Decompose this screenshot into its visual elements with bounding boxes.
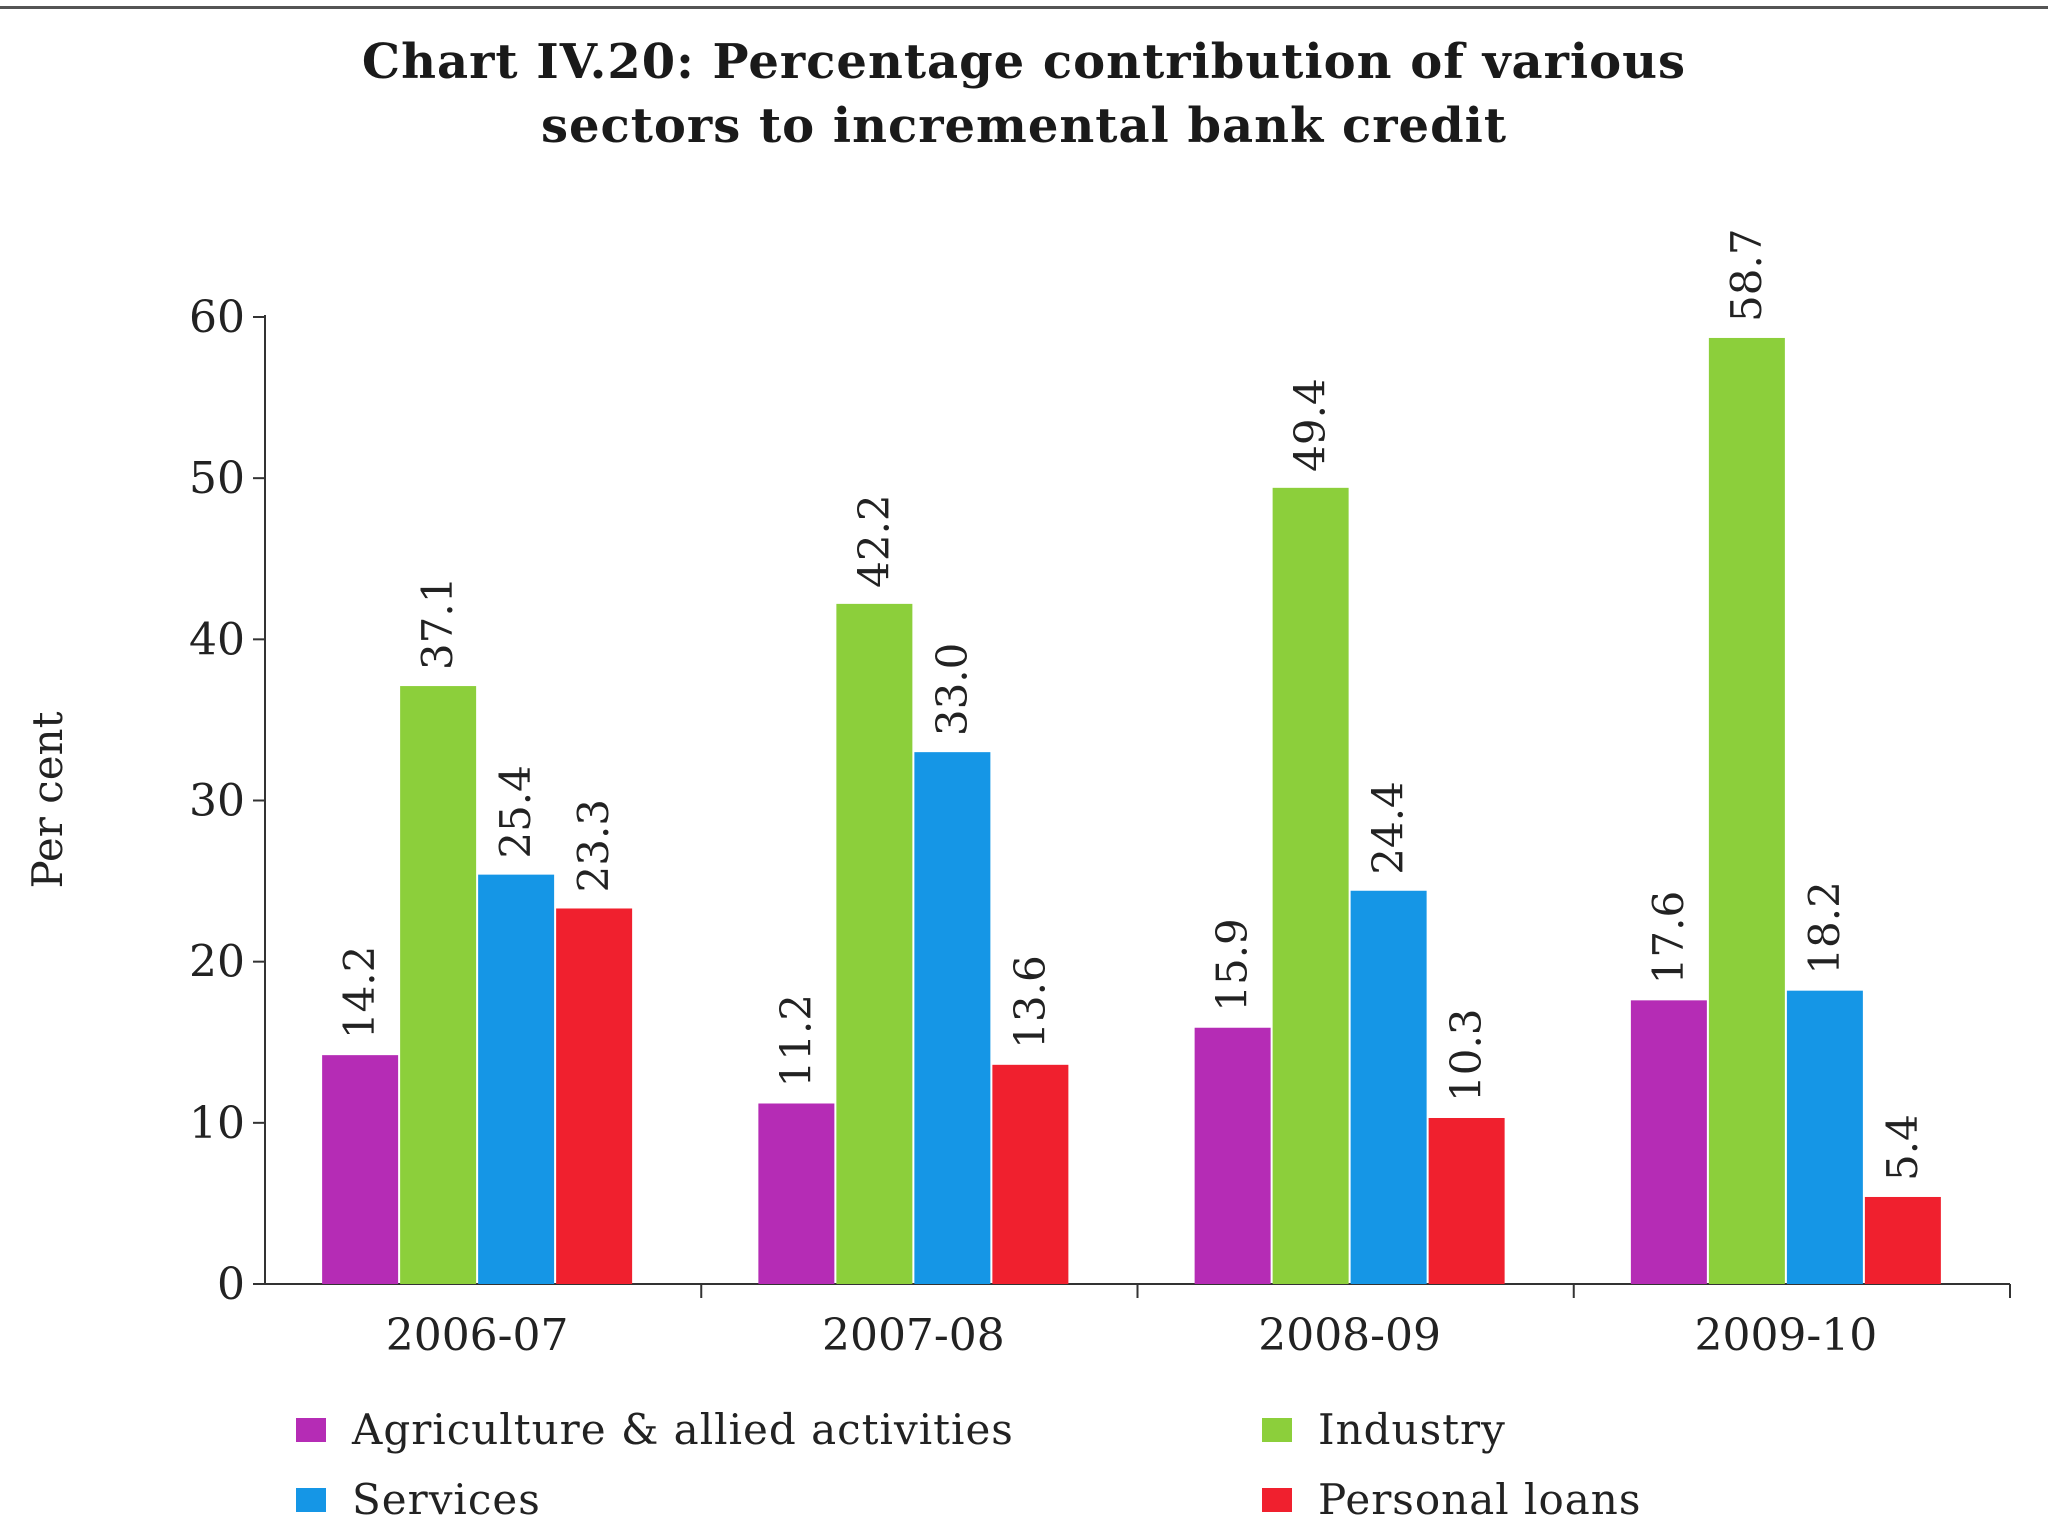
chart-title-line-2: sectors to incremental bank credit [540, 98, 1508, 154]
chart-title-line-1: Chart IV.20: Percentage contribution of … [361, 34, 1687, 90]
y-tick-label: 50 [189, 453, 245, 504]
legend-label-industry: Industry [1318, 1405, 1506, 1454]
data-label: 13.6 [1005, 955, 1054, 1049]
bar-personal-loans-2006-07 [556, 908, 633, 1284]
bar-industry-2008-09 [1272, 487, 1349, 1284]
data-label: 37.1 [413, 577, 462, 671]
bar-services-2006-07 [478, 874, 555, 1284]
x-tick-label: 2007-08 [822, 1310, 1005, 1361]
y-tick-label: 60 [189, 292, 245, 343]
bar-personal-loans-2007-08 [992, 1064, 1069, 1284]
x-tick-label: 2009-10 [1694, 1310, 1877, 1361]
y-tick-label: 30 [189, 776, 245, 827]
bar-agriculture-allied-activities-2007-08 [758, 1103, 835, 1284]
data-label: 15.9 [1208, 918, 1257, 1012]
bar-industry-2007-08 [836, 603, 913, 1284]
x-tick-label: 2008-09 [1258, 1310, 1441, 1361]
data-label: 42.2 [849, 494, 898, 588]
data-label: 58.7 [1722, 228, 1771, 322]
legend-label-services: Services [352, 1475, 541, 1524]
legend-swatch-agriculture [296, 1417, 326, 1442]
legend-item-personal-loans: Personal loans [1262, 1475, 1641, 1524]
legend-label-personal-loans: Personal loans [1318, 1475, 1642, 1524]
bar-agriculture-allied-activities-2009-10 [1630, 1000, 1707, 1284]
data-label: 24.4 [1364, 781, 1413, 875]
top-border-rule [0, 6, 2048, 9]
y-tick-label: 40 [189, 614, 245, 665]
data-label: 18.2 [1800, 881, 1849, 975]
data-label: 25.4 [491, 765, 540, 859]
x-tick-label: 2006-07 [386, 1310, 569, 1361]
bar-chart: 0 10 20 30 40 50 60 Per cent 2006-07 14.2 37.1 25.4… [23, 228, 2011, 1361]
legend-swatch-services [296, 1487, 326, 1512]
legend-item-agriculture: Agriculture & allied activities [296, 1405, 1014, 1454]
data-label: 5.4 [1878, 1114, 1927, 1181]
data-label: 10.3 [1442, 1008, 1491, 1102]
data-label: 49.4 [1286, 378, 1335, 472]
data-label: 17.6 [1644, 891, 1693, 985]
legend-item-services: Services [296, 1475, 541, 1524]
bar-industry-2009-10 [1708, 337, 1785, 1284]
legend-label-agriculture: Agriculture & allied activities [352, 1405, 1014, 1454]
legend-item-industry: Industry [1262, 1405, 1506, 1454]
y-axis-title: Per cent [23, 711, 72, 888]
bar-personal-loans-2008-09 [1428, 1117, 1505, 1284]
bar-agriculture-allied-activities-2008-09 [1194, 1027, 1271, 1284]
bar-services-2009-10 [1786, 990, 1863, 1284]
bar-personal-loans-2009-10 [1864, 1196, 1941, 1284]
y-tick-label: 20 [189, 937, 245, 988]
data-label: 23.3 [569, 799, 618, 893]
chart-legend: Agriculture & allied activities Industry… [0, 1395, 2048, 1525]
bar-industry-2006-07 [400, 686, 477, 1284]
legend-swatch-personal-loans [1262, 1487, 1292, 1512]
chart-title: Chart IV.20: Percentage contribution of … [0, 30, 2048, 158]
y-tick-label: 0 [217, 1259, 245, 1310]
bar-services-2008-09 [1350, 890, 1427, 1284]
data-label: 14.2 [335, 946, 384, 1040]
bar-services-2007-08 [914, 752, 991, 1284]
data-label: 33.0 [927, 643, 976, 737]
y-tick-label: 10 [189, 1098, 245, 1149]
data-label: 11.2 [771, 994, 820, 1088]
legend-swatch-industry [1262, 1417, 1292, 1442]
bar-agriculture-allied-activities-2006-07 [322, 1055, 399, 1284]
